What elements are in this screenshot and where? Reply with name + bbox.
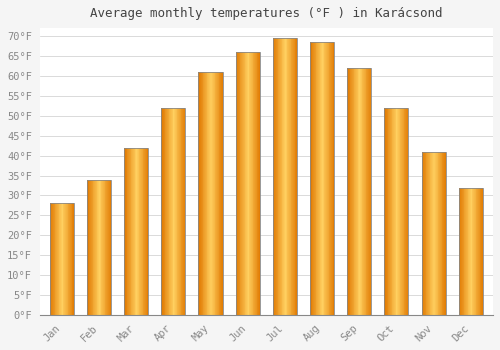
Bar	[347, 68, 372, 315]
Title: Average monthly temperatures (°F ) in Karácsond: Average monthly temperatures (°F ) in Ka…	[90, 7, 443, 20]
Bar	[87, 180, 111, 315]
Bar	[310, 42, 334, 315]
Bar	[198, 72, 222, 315]
Bar	[236, 52, 260, 315]
Bar	[50, 203, 74, 315]
Bar	[162, 108, 186, 315]
Bar	[458, 188, 483, 315]
Bar	[422, 152, 446, 315]
Bar	[384, 108, 408, 315]
Bar	[273, 38, 297, 315]
Bar	[124, 148, 148, 315]
